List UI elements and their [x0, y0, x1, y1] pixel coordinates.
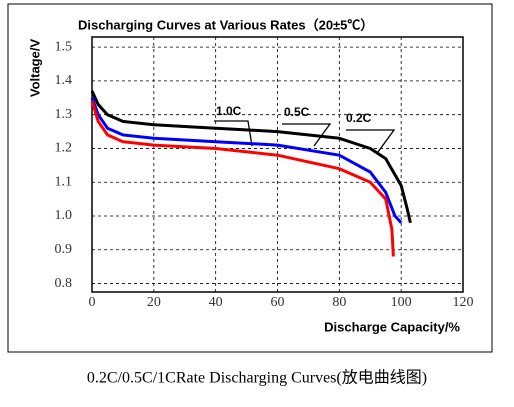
y-tick-label: 0.8 — [55, 276, 73, 291]
curve-label: 0.5C — [284, 105, 310, 119]
y-tick-label: 1.3 — [55, 107, 73, 122]
curve-label: 0.2C — [346, 111, 372, 125]
curve-label: 1.0C — [216, 104, 242, 118]
chart-title: Discharging Curves at Various Rates（20±5… — [78, 17, 373, 32]
leader-lines — [214, 120, 396, 153]
curve — [90, 100, 395, 257]
y-axis-label: Voltage/V — [27, 39, 42, 98]
x-tick-label: 0 — [89, 295, 96, 310]
plot-frame — [91, 36, 464, 293]
x-tick-label: 100 — [391, 295, 412, 310]
y-tick-label: 1.2 — [55, 141, 73, 156]
y-tick-label: 1.0 — [55, 208, 73, 223]
x-tick-label: 80 — [332, 295, 346, 310]
curve — [90, 97, 403, 224]
x-tick-label: 60 — [271, 295, 285, 310]
x-tick-label: 120 — [453, 295, 474, 310]
y-tick-label: 1.1 — [55, 174, 73, 189]
x-tick-label: 20 — [147, 295, 161, 310]
leader-line — [214, 120, 253, 147]
leader-line — [282, 123, 332, 147]
outer-frame — [7, 3, 493, 353]
curve — [90, 90, 412, 224]
y-tick-label: 0.9 — [55, 242, 73, 257]
leader-line — [346, 129, 396, 153]
y-tick-label: 1.4 — [55, 73, 73, 88]
y-tick-label: 1.5 — [55, 39, 73, 54]
x-axis-label: Discharge Capacity/% — [324, 319, 460, 334]
caption: 0.2C/0.5C/1CRate Discharging Curves(放电曲线… — [87, 369, 427, 387]
x-tick-label: 40 — [209, 295, 223, 310]
